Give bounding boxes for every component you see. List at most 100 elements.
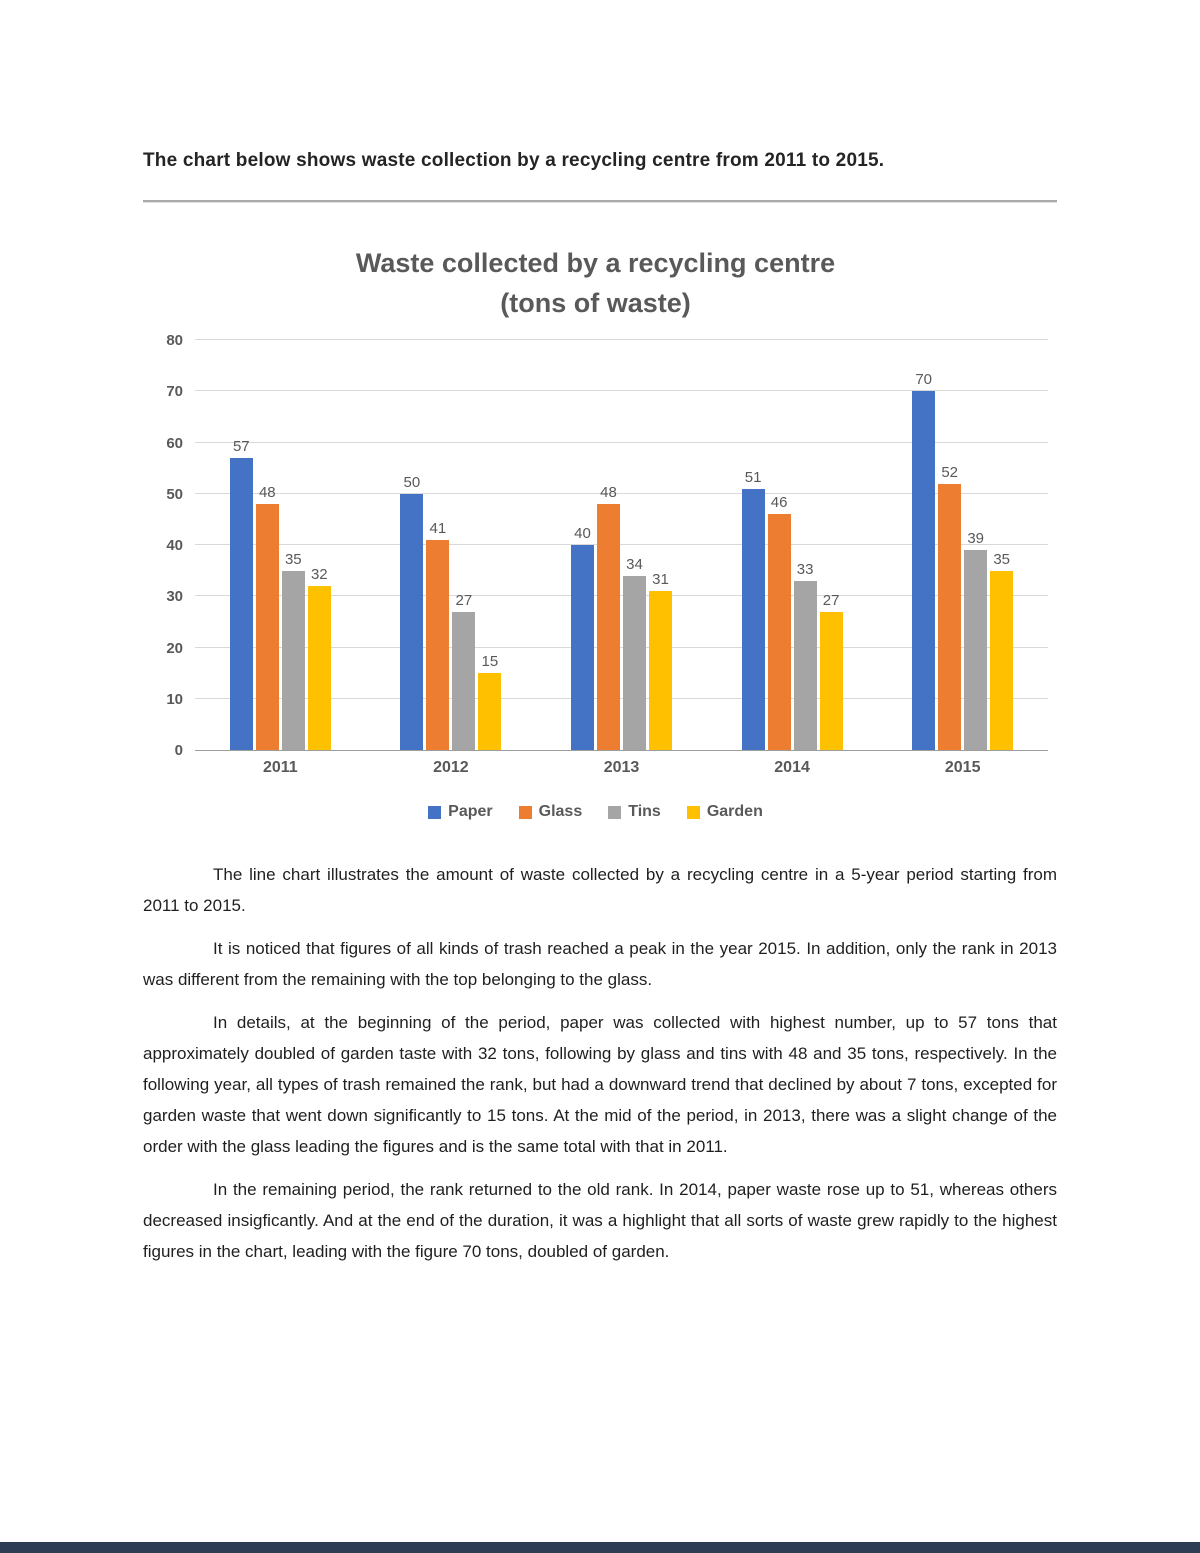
bar-paper-2014 xyxy=(741,488,765,750)
legend-item-glass: Glass xyxy=(518,803,582,821)
x-tick-label: 2012 xyxy=(433,759,469,776)
y-axis: 0 10 20 30 40 50 60 70 80 xyxy=(143,332,195,759)
bar-paper-2012 xyxy=(400,493,424,750)
gridline xyxy=(195,697,1048,699)
bar-wrap: 35 xyxy=(281,341,305,750)
bar-value-label: 48 xyxy=(258,484,276,501)
gridline xyxy=(195,544,1048,545)
bar-value-label: 32 xyxy=(310,566,328,583)
bar-value-label: 40 xyxy=(574,525,591,542)
bar-value-label: 57 xyxy=(232,437,250,455)
bar-garden-2012 xyxy=(478,673,502,750)
bar-value-label: 15 xyxy=(481,653,499,671)
bar-wrap: 51 xyxy=(741,341,765,750)
gridline xyxy=(195,646,1048,648)
bar-paper-2011 xyxy=(229,457,253,750)
bar-wrap: 48 xyxy=(596,341,620,750)
bar-glass-2013 xyxy=(596,504,620,750)
bar-wrap: 52 xyxy=(938,341,962,750)
bar-tins-2013 xyxy=(622,575,646,750)
bar-value-label: 31 xyxy=(652,571,669,589)
bar-wrap: 57 xyxy=(229,341,253,750)
page-content: The chart below shows waste collection b… xyxy=(143,150,1057,1267)
x-tick-label: 2015 xyxy=(944,759,981,776)
gridline xyxy=(195,339,1048,340)
bar-value-label: 27 xyxy=(822,591,840,609)
document-heading: The chart below shows waste collection b… xyxy=(143,150,885,171)
legend-label: Garden xyxy=(706,803,763,820)
legend-item-garden: Garden xyxy=(686,803,763,821)
bar-glass-2015 xyxy=(938,483,962,750)
bar-garden-2013 xyxy=(648,591,672,750)
y-tick-label: 80 xyxy=(166,332,183,349)
bar-garden-2011 xyxy=(307,586,331,750)
bar-value-label: 48 xyxy=(600,484,617,501)
x-axis-labels: 2011 2012 2013 2014 2015 xyxy=(195,759,1048,777)
essay-paragraph: In details, at the beginning of the peri… xyxy=(143,1013,1057,1156)
bar-wrap: 40 xyxy=(570,341,594,750)
bar-chart-figure: Waste collected by a recycling centre (t… xyxy=(143,243,1057,821)
bar-wrap: 32 xyxy=(307,341,331,750)
y-tick-label: 60 xyxy=(166,434,183,452)
bar-wrap: 35 xyxy=(990,341,1014,750)
bar-value-label: 27 xyxy=(455,591,473,609)
bar-glass-2014 xyxy=(767,514,791,750)
bar-group-2012: 50 41 27 15 xyxy=(366,341,537,750)
bar-glass-2011 xyxy=(255,504,279,750)
bar-garden-2014 xyxy=(819,611,843,750)
legend-swatch-icon xyxy=(518,805,532,819)
essay-paragraph: It is noticed that figures of all kinds … xyxy=(143,939,1057,989)
bar-tins-2014 xyxy=(793,580,817,750)
y-tick-label: 10 xyxy=(166,690,183,708)
bar-glass-2012 xyxy=(426,539,450,750)
y-tick-label: 50 xyxy=(166,485,183,503)
legend-item-tins: Tins xyxy=(608,803,661,821)
bar-wrap: 34 xyxy=(622,341,646,750)
x-tick-label: 2011 xyxy=(262,759,298,776)
bar-value-label: 70 xyxy=(915,371,933,389)
bar-value-label: 52 xyxy=(941,463,959,481)
bar-tins-2012 xyxy=(452,611,476,750)
x-tick-label: 2013 xyxy=(603,759,640,776)
bar-group-2014: 51 46 33 27 xyxy=(707,341,878,750)
bar-wrap: 50 xyxy=(400,341,424,750)
bar-wrap: 31 xyxy=(648,341,672,750)
bar-wrap: 48 xyxy=(255,341,279,750)
y-tick-label: 30 xyxy=(166,588,183,606)
essay-body: The line chart illustrates the amount of… xyxy=(143,859,1057,1267)
chart-title-line2: (tons of waste) xyxy=(500,288,691,318)
bar-garden-2015 xyxy=(990,570,1014,750)
bar-wrap: 46 xyxy=(767,341,791,750)
bar-wrap: 70 xyxy=(912,341,936,750)
legend-swatch-icon xyxy=(428,805,442,819)
bar-groups: 57 48 35 32 50 41 27 15 40 48 34 31 51 46 33 27 70 52 39 35 xyxy=(195,341,1048,750)
bar-value-label: 34 xyxy=(626,555,643,573)
bar-group-2011: 57 48 35 32 xyxy=(195,341,366,750)
bar-wrap: 33 xyxy=(793,341,817,750)
horizontal-divider xyxy=(143,200,1057,203)
bar-wrap: 39 xyxy=(964,341,988,750)
y-tick-label: 40 xyxy=(166,537,183,554)
gridline xyxy=(195,492,1048,494)
bar-value-label: 33 xyxy=(796,560,814,578)
chart-area: 0 10 20 30 40 50 60 70 80 57 48 35 32 50 41 27 15 40 48 34… xyxy=(143,332,1048,776)
bar-tins-2015 xyxy=(964,550,988,750)
legend-swatch-icon xyxy=(686,805,700,819)
bar-wrap: 27 xyxy=(452,341,476,750)
bar-group-2015: 70 52 39 35 xyxy=(877,341,1048,750)
chart-legend: Paper Glass Tins Garden xyxy=(143,803,1048,821)
bar-group-2013: 40 48 34 31 xyxy=(536,341,707,750)
y-tick-label: 20 xyxy=(166,639,183,657)
legend-label: Tins xyxy=(628,803,661,820)
footer-accent-bar xyxy=(0,1542,1200,1553)
bar-paper-2015 xyxy=(912,391,936,750)
chart-title: Waste collected by a recycling centre (t… xyxy=(143,243,1048,323)
essay-paragraph: The line chart illustrates the amount of… xyxy=(143,865,1057,915)
legend-item-paper: Paper xyxy=(428,803,493,821)
chart-title-line1: Waste collected by a recycling centre xyxy=(355,248,836,278)
essay-paragraph: In the remaining period, the rank return… xyxy=(143,1180,1057,1261)
bar-value-label: 46 xyxy=(770,494,788,512)
bar-value-label: 39 xyxy=(967,530,985,548)
bar-wrap: 15 xyxy=(478,341,502,750)
